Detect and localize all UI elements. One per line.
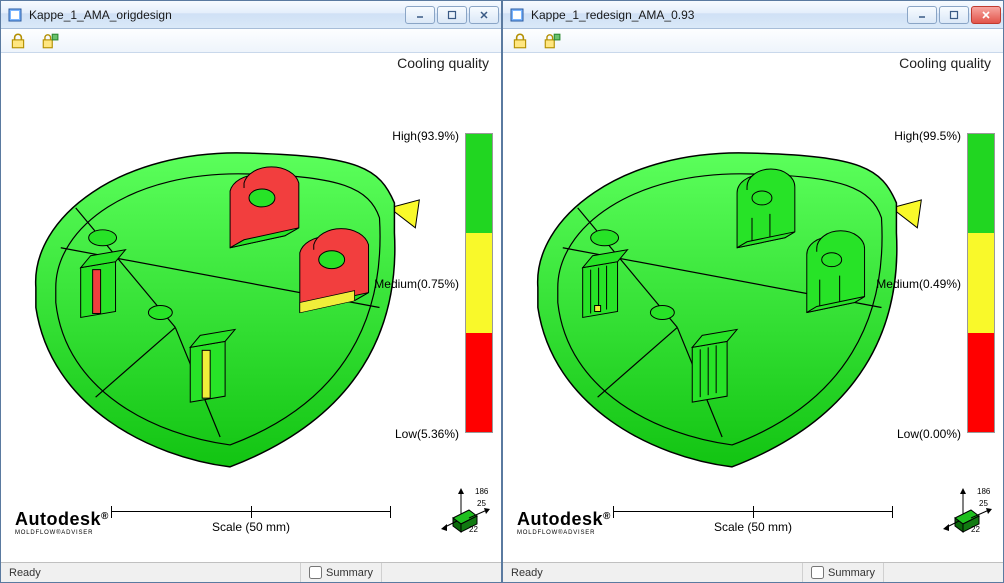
triad-x: 22 [469,525,478,534]
viewport[interactable]: Cooling quality [503,53,1003,562]
legend-high-label: High(99.5%) [894,129,961,143]
scale-label: Scale (50 mm) [613,520,893,534]
close-button[interactable] [469,6,499,24]
view-triad[interactable]: 186 25 22 [441,484,491,534]
app-icon [509,7,525,23]
scale-block: Scale (50 mm) [613,506,893,534]
toolbar [1,29,501,53]
brand-logo: Autodesk® MOLDFLOW®ADVISER [15,509,109,536]
summary-checkbox[interactable] [309,566,322,579]
view-triad[interactable]: 186 25 22 [943,484,993,534]
viewport[interactable]: Cooling quality [1,53,501,562]
window-title: Kappe_1_redesign_AMA_0.93 [531,8,907,22]
brand-name: Autodesk [15,509,101,529]
legend-red [466,333,492,432]
scale-bar [111,506,391,520]
brand-name: Autodesk [517,509,603,529]
scale-label: Scale (50 mm) [111,520,391,534]
titlebar[interactable]: Kappe_1_AMA_origdesign [1,1,501,29]
lock-icon[interactable] [511,33,529,49]
window-right: Kappe_1_redesign_AMA_0.93 Cooling qualit… [502,0,1004,583]
brand-sub: MOLDFLOW®ADVISER [15,530,109,536]
legend-bar [465,133,493,433]
legend-medium-label: Medium(0.49%) [876,277,961,291]
close-button[interactable] [971,6,1001,24]
triad-z: 186 [475,487,489,496]
triad-y: 25 [477,499,486,508]
triad-y: 25 [979,499,988,508]
summary-label: Summary [326,567,373,579]
status-ready: Ready [1,563,301,582]
window-controls [907,6,1001,24]
legend-green [466,134,492,233]
statusbar: Ready Summary [1,562,501,582]
lock-plus-icon[interactable] [41,33,59,49]
legend-high-label: High(93.9%) [392,129,459,143]
toolbar [503,29,1003,53]
window-controls [405,6,499,24]
summary-checkbox[interactable] [811,566,824,579]
legend-yellow [968,233,994,332]
lock-icon[interactable] [9,33,27,49]
status-summary-cell: Summary [803,563,884,582]
legend-low-label: Low(0.00%) [897,427,961,441]
scale-bar [613,506,893,520]
triad-z: 186 [977,487,991,496]
scale-block: Scale (50 mm) [111,506,391,534]
legend-bar [967,133,995,433]
status-ready: Ready [503,563,803,582]
triad-x: 22 [971,525,980,534]
lock-plus-icon[interactable] [543,33,561,49]
legend-green [968,134,994,233]
legend-red [968,333,994,432]
maximize-button[interactable] [939,6,969,24]
legend-medium-label: Medium(0.75%) [374,277,459,291]
legend-yellow [466,233,492,332]
app-icon [7,7,23,23]
brand-sub: MOLDFLOW®ADVISER [517,530,611,536]
minimize-button[interactable] [405,6,435,24]
window-title: Kappe_1_AMA_origdesign [29,8,405,22]
status-summary-cell: Summary [301,563,382,582]
brand-logo: Autodesk® MOLDFLOW®ADVISER [517,509,611,536]
minimize-button[interactable] [907,6,937,24]
legend-low-label: Low(5.36%) [395,427,459,441]
window-left: Kappe_1_AMA_origdesign Cooling quality [0,0,502,583]
summary-label: Summary [828,567,875,579]
statusbar: Ready Summary [503,562,1003,582]
maximize-button[interactable] [437,6,467,24]
titlebar[interactable]: Kappe_1_redesign_AMA_0.93 [503,1,1003,29]
